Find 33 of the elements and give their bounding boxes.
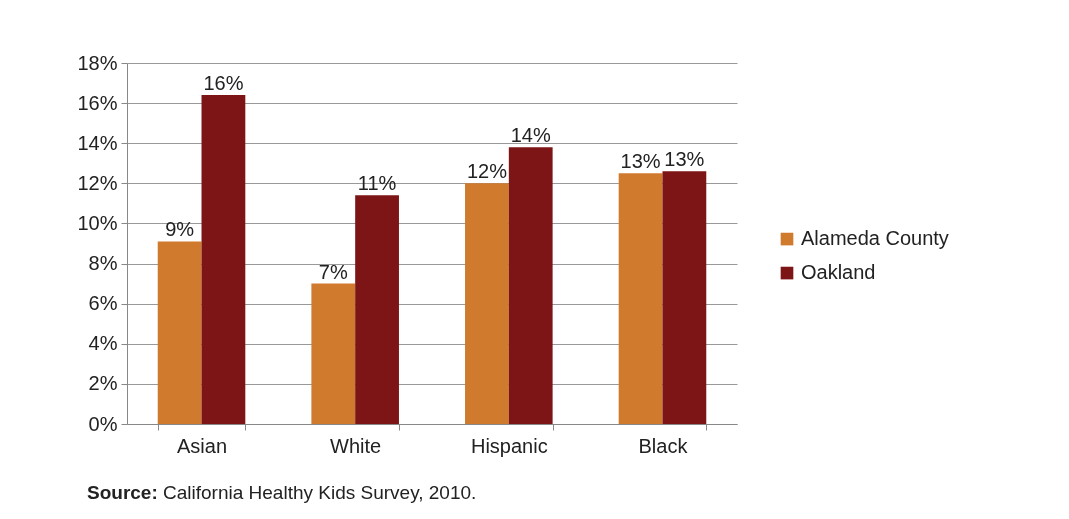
y-tick-label: 8% <box>88 252 118 275</box>
data-label: 13% <box>620 150 661 173</box>
bar <box>157 241 202 424</box>
data-label: 9% <box>165 218 195 241</box>
y-tick-label: 10% <box>77 211 118 234</box>
y-tick-label: 14% <box>77 131 118 154</box>
data-label: 13% <box>664 148 705 171</box>
legend-label: Oakland <box>801 261 876 284</box>
y-tick-label: 12% <box>77 171 118 194</box>
bar <box>201 95 246 424</box>
data-label: 11% <box>357 172 397 195</box>
bar <box>618 173 663 424</box>
x-tick-label: Black <box>638 434 689 457</box>
bar <box>465 183 509 424</box>
y-tick-label: 4% <box>88 332 118 355</box>
source-note: Source: California Healthy Kids Survey, 2010. <box>87 482 477 504</box>
y-tick-label: 18% <box>77 51 118 74</box>
bar <box>662 171 707 424</box>
x-tick-label: Asian <box>177 434 228 457</box>
bar <box>311 283 356 424</box>
data-label: 16% <box>203 72 244 95</box>
y-tick-label: 6% <box>88 292 118 315</box>
y-tick-label: 0% <box>88 412 118 435</box>
bar <box>508 147 553 424</box>
bar <box>355 195 399 424</box>
y-tick-label: 16% <box>77 91 118 114</box>
legend-label: Alameda County <box>801 227 949 250</box>
x-tick-label: Hispanic <box>470 434 548 457</box>
y-tick-label: 2% <box>88 372 118 395</box>
x-tick-label: White <box>330 434 382 457</box>
data-label: 12% <box>466 160 508 183</box>
data-label: 14% <box>510 124 551 147</box>
data-label: 7% <box>318 260 348 283</box>
